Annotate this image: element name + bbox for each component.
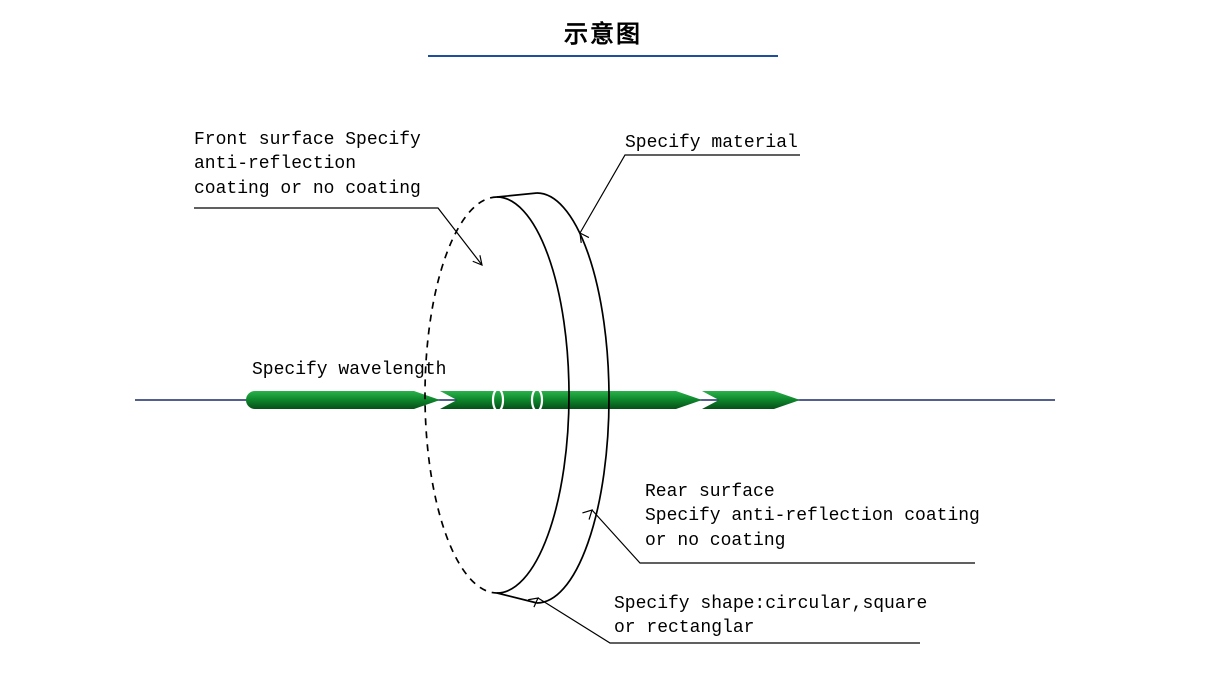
lens-diagram bbox=[0, 0, 1206, 694]
